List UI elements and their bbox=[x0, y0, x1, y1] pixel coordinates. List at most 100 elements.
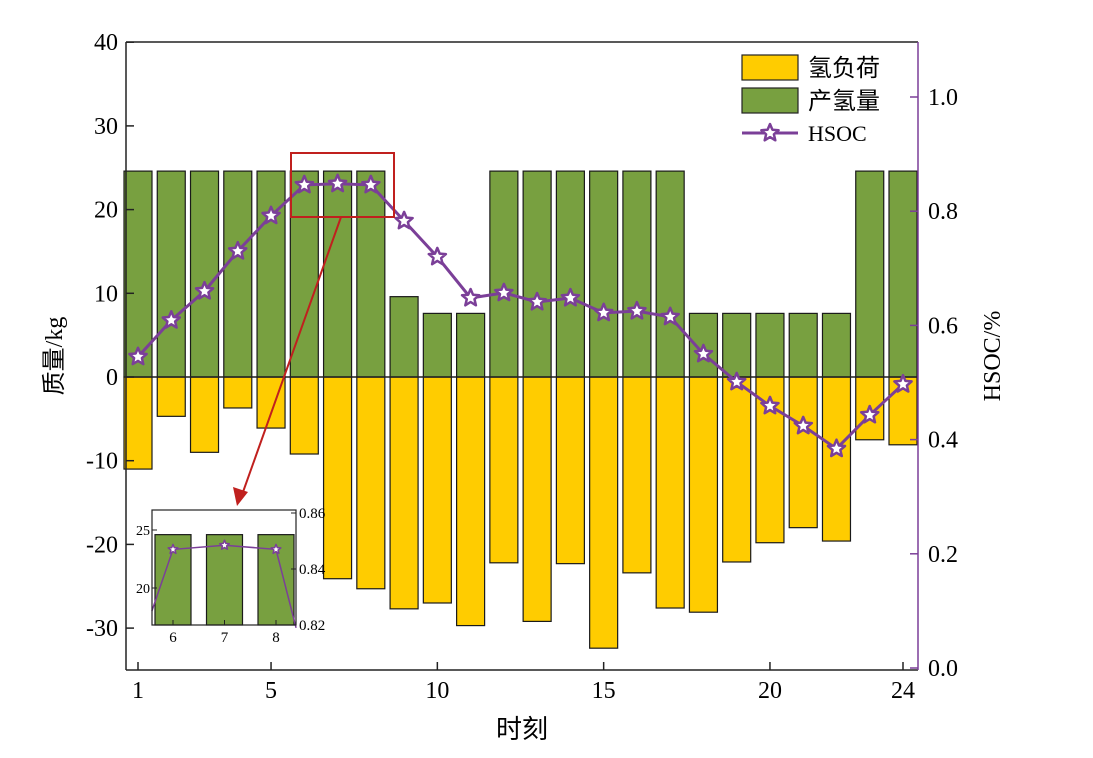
production-bar bbox=[189, 170, 220, 378]
production-bar bbox=[322, 170, 353, 378]
hsoc-point bbox=[893, 373, 913, 393]
y-tick-label: 20 bbox=[94, 198, 118, 224]
hsoc-point bbox=[361, 174, 381, 194]
production-bar bbox=[589, 170, 619, 378]
production-bar bbox=[622, 170, 652, 378]
y-tick-label: 0 bbox=[106, 365, 118, 391]
y-tick-label: 40 bbox=[94, 30, 118, 56]
load-bar bbox=[156, 376, 186, 417]
x-axis-label: 时刻 bbox=[496, 715, 548, 744]
load-bar bbox=[821, 376, 852, 542]
hsoc-point bbox=[726, 371, 747, 391]
load-bar bbox=[555, 376, 585, 565]
load-bar bbox=[522, 376, 552, 623]
legend-swatch-production bbox=[741, 87, 799, 114]
hsoc-point bbox=[161, 310, 182, 329]
legend-label-production: 产氢量 bbox=[808, 88, 880, 115]
load-bar bbox=[722, 376, 752, 563]
inset-x-tick-label: 8 bbox=[272, 630, 280, 646]
production-bar bbox=[389, 296, 419, 378]
x-tick-label: 1 bbox=[132, 678, 144, 704]
load-bar bbox=[456, 376, 486, 627]
production-bar bbox=[356, 170, 386, 378]
y2-tick-label: 1.0 bbox=[928, 85, 958, 111]
inset-y2-tick-label: 0.84 bbox=[299, 562, 326, 578]
production-bar bbox=[223, 170, 253, 378]
load-bar bbox=[322, 376, 353, 580]
y-tick-label: -30 bbox=[86, 616, 118, 642]
production-bar bbox=[888, 170, 918, 378]
load-bar bbox=[688, 376, 719, 613]
load-bar bbox=[389, 376, 419, 610]
load-bar bbox=[589, 376, 619, 649]
load-bar bbox=[655, 376, 685, 609]
load-bar bbox=[755, 376, 785, 544]
hsoc-point bbox=[194, 280, 215, 300]
x-tick-label: 10 bbox=[425, 678, 449, 704]
load-bar bbox=[422, 376, 452, 604]
production-bar bbox=[456, 312, 486, 378]
x-tick-label: 24 bbox=[891, 678, 915, 704]
load-bar bbox=[788, 376, 818, 529]
hsoc-point bbox=[593, 302, 614, 322]
load-bar bbox=[489, 376, 519, 564]
production-bar bbox=[555, 170, 585, 378]
legend: 氢负荷 产氢量 HSOC bbox=[741, 54, 880, 146]
hsoc-point bbox=[826, 438, 847, 458]
hsoc-point bbox=[660, 306, 680, 326]
y2-tick-label: 0.8 bbox=[928, 199, 958, 225]
y-tick-label: 30 bbox=[94, 114, 118, 140]
production-bar bbox=[522, 170, 552, 378]
legend-label-hsoc: HSOC bbox=[808, 121, 867, 146]
hsoc-point bbox=[693, 343, 714, 363]
production-bar bbox=[821, 312, 852, 378]
x-tick-label: 20 bbox=[758, 678, 782, 704]
inset-y2-tick-label: 0.86 bbox=[299, 506, 326, 522]
legend-star-icon bbox=[760, 122, 780, 142]
production-bar bbox=[655, 170, 685, 378]
hsoc-point bbox=[793, 415, 814, 435]
hsoc-point bbox=[294, 174, 315, 194]
hsoc-point bbox=[760, 395, 780, 415]
hsoc-point bbox=[427, 246, 448, 266]
y2-tick-label: 0.0 bbox=[928, 656, 958, 682]
load-bar bbox=[223, 376, 253, 409]
production-bar bbox=[256, 170, 286, 378]
y-tick-label: 10 bbox=[94, 281, 118, 307]
hsoc-point bbox=[394, 210, 414, 230]
inset-y-tick-label: 25 bbox=[136, 524, 150, 539]
inset-hsoc-point bbox=[167, 543, 179, 555]
x-tick-label: 15 bbox=[592, 678, 616, 704]
y-tick-label: -20 bbox=[86, 532, 118, 558]
inset-y-tick-label: 20 bbox=[136, 582, 150, 597]
hsoc-line bbox=[136, 182, 905, 451]
y2-axis-label: HSOC/% bbox=[980, 311, 1006, 402]
hsoc-point bbox=[128, 346, 148, 366]
production-bar bbox=[489, 170, 519, 378]
hsoc-point bbox=[460, 287, 481, 307]
hsoc-point bbox=[261, 205, 281, 225]
production-bar bbox=[722, 312, 752, 378]
legend-swatch-load bbox=[741, 54, 799, 81]
inset-chart: 6 7 8 20 25 0.82 0.84 0.86 bbox=[136, 506, 326, 646]
inset-x-tick-label: 7 bbox=[221, 630, 229, 646]
load-bar bbox=[189, 376, 220, 453]
inset-production-bar bbox=[205, 534, 244, 626]
y2-tick-label: 0.2 bbox=[928, 542, 958, 568]
inset-hsoc-point bbox=[270, 543, 282, 555]
inset-x-tick-label: 6 bbox=[169, 630, 177, 646]
production-bar bbox=[123, 170, 153, 378]
hsoc-point bbox=[327, 173, 348, 193]
legend-label-load: 氢负荷 bbox=[808, 55, 880, 82]
load-bar bbox=[356, 376, 386, 590]
production-bar bbox=[755, 312, 785, 378]
hsoc-point bbox=[560, 287, 581, 307]
hsoc-point bbox=[227, 240, 248, 260]
production-bar bbox=[422, 312, 452, 378]
x-tick-label: 5 bbox=[265, 678, 277, 704]
zoom-arrow-head bbox=[233, 487, 248, 506]
load-bar bbox=[289, 376, 319, 455]
hsoc-point bbox=[494, 282, 514, 302]
zoom-arrow-line bbox=[242, 216, 342, 493]
